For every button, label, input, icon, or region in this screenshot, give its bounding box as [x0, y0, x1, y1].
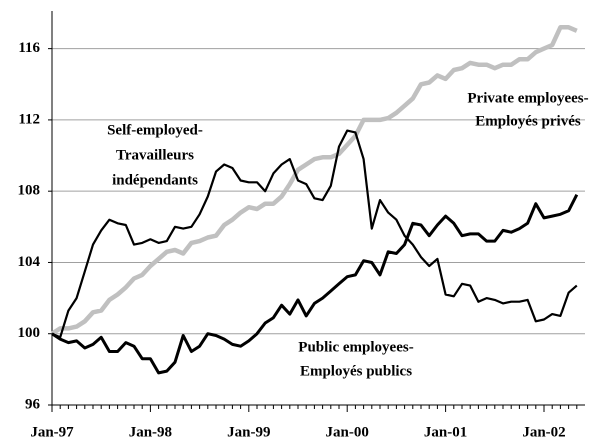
y-tick-label: 112: [18, 111, 40, 127]
annotation: Travailleurs: [116, 147, 194, 163]
y-tick-label: 96: [25, 396, 41, 412]
x-tick-label: Jan-98: [129, 424, 172, 440]
x-tick-label: Jan-02: [522, 424, 565, 440]
annotation: indépendants: [112, 172, 198, 188]
y-tick-label: 104: [18, 254, 41, 270]
series-line: [50, 25, 578, 336]
series-line: [51, 194, 579, 375]
x-tick-label: Jan-99: [227, 424, 270, 440]
annotation: Private employees-: [467, 90, 588, 106]
x-tick-label: Jan-00: [326, 424, 369, 440]
annotation: Employés publics: [300, 363, 412, 379]
y-tick-label: 108: [18, 183, 41, 199]
y-tick-label: 116: [18, 40, 40, 56]
annotation: Public employees-: [298, 339, 413, 355]
annotation: Self-employed-: [107, 122, 203, 138]
x-tick-label: Jan-97: [30, 424, 74, 440]
series-line: [51, 129, 578, 339]
y-tick-label: 100: [18, 325, 41, 341]
x-tick-label: Jan-01: [424, 424, 467, 440]
annotation: Employés privés: [475, 113, 581, 129]
